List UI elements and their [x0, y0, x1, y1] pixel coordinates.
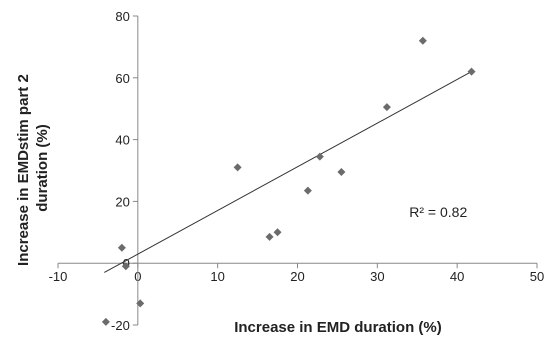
data-point — [303, 186, 312, 195]
y-tick-label: 20 — [115, 194, 129, 209]
x-tick-label: 50 — [530, 269, 544, 284]
x-tick-labels: -1001020304050 — [49, 269, 545, 284]
x-axis-title: Increase in EMD duration (%) — [234, 319, 442, 336]
data-point — [121, 262, 130, 271]
data-point — [273, 228, 282, 237]
x-tick-label: 40 — [450, 269, 464, 284]
data-point — [467, 67, 476, 76]
y-axis: -20020406080 — [111, 9, 139, 333]
r-squared-annotation: R² = 0.82 — [409, 204, 467, 220]
x-tick-label: -10 — [49, 269, 68, 284]
data-point — [117, 243, 126, 252]
y-tick-label: 40 — [115, 133, 129, 148]
y-ticks — [132, 15, 138, 326]
data-point — [101, 317, 110, 326]
data-point — [337, 168, 346, 177]
data-points — [101, 36, 476, 326]
data-point — [418, 36, 427, 45]
y-axis-title-line-2: duration (%) — [34, 124, 51, 212]
data-point — [315, 152, 324, 161]
data-point — [233, 163, 242, 172]
x-tick-label: 30 — [370, 269, 384, 284]
y-axis-title-line-1: Increase in EMDstim part 2 — [15, 74, 32, 266]
y-tick-label: 60 — [115, 71, 129, 86]
data-point — [265, 232, 274, 241]
y-axis-title: Increase in EMDstim part 2 duration (%) — [15, 70, 51, 266]
x-tick-label: 10 — [210, 269, 224, 284]
y-tick-labels: -20020406080 — [111, 9, 130, 333]
y-tick-label: -20 — [111, 318, 130, 333]
x-ticks — [57, 263, 538, 269]
x-tick-label: 20 — [290, 269, 304, 284]
trendline — [104, 71, 472, 273]
data-point — [382, 103, 391, 112]
y-tick-label: 80 — [115, 9, 129, 24]
data-point — [136, 299, 145, 308]
